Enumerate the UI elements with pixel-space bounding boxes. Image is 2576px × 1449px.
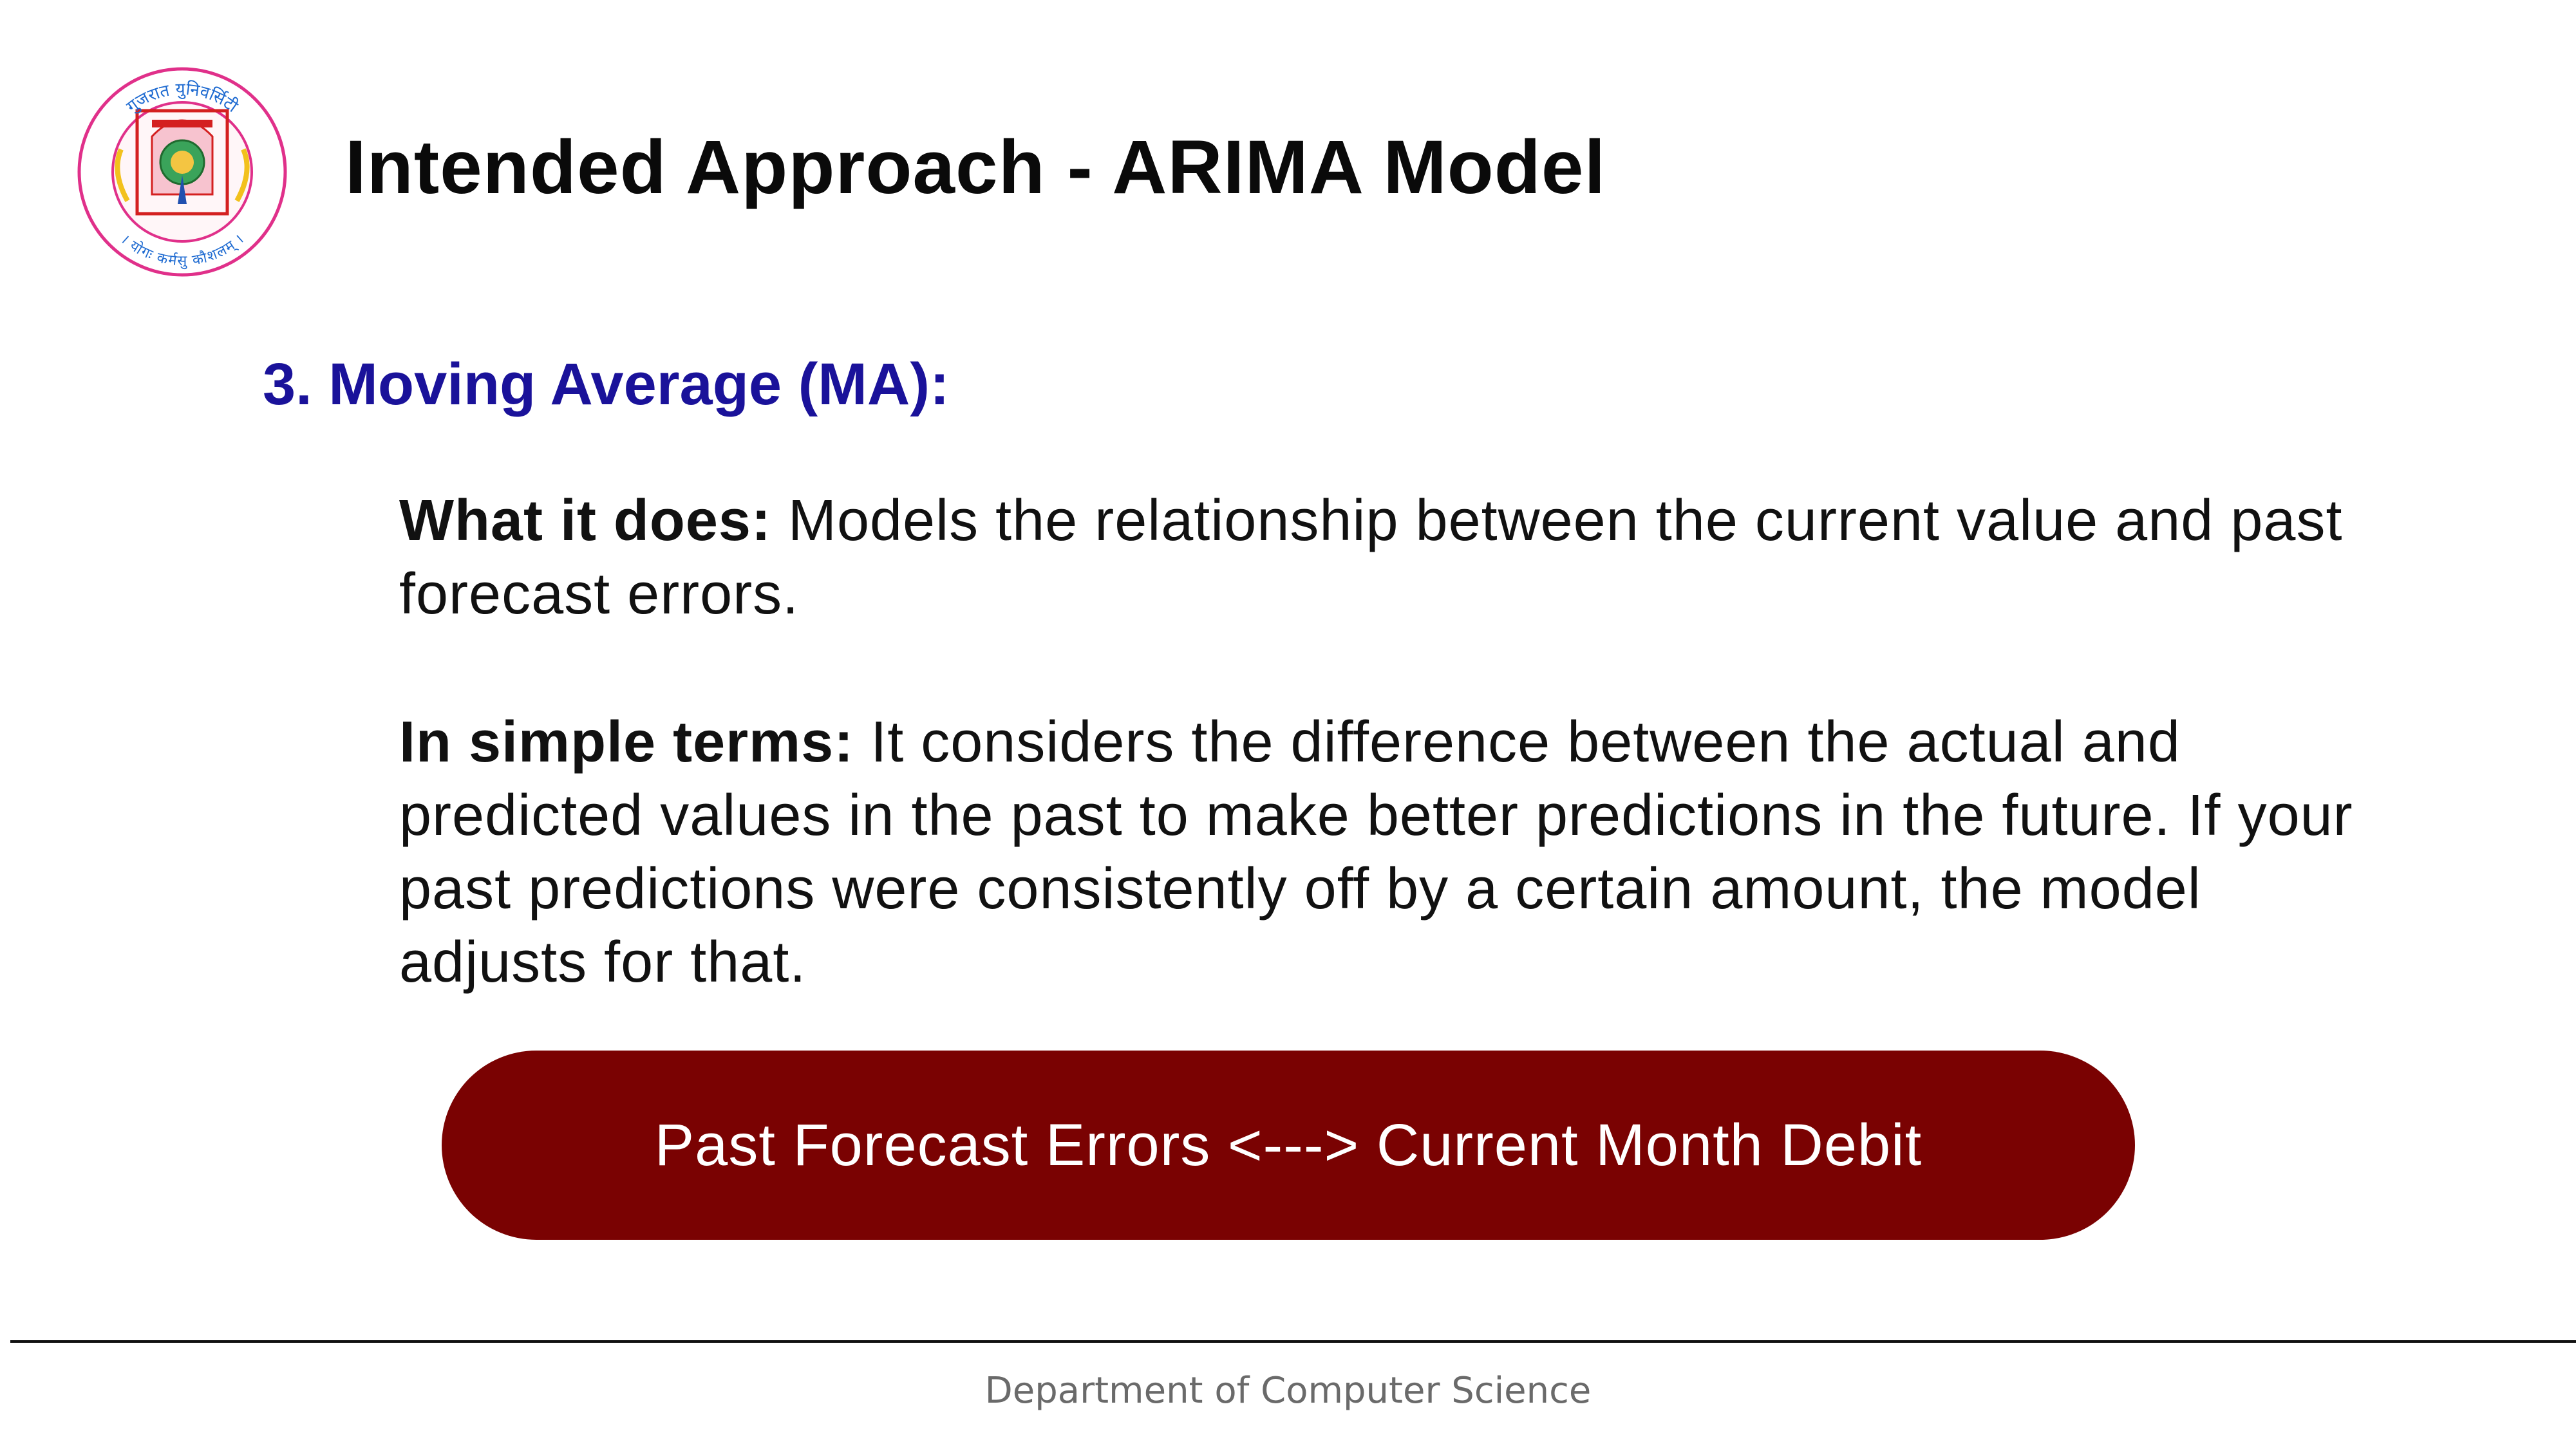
paragraph-label: What it does: — [399, 489, 771, 553]
section-heading: 3. Moving Average (MA): — [263, 351, 950, 417]
paragraph-text: It considers the difference between the … — [399, 710, 2353, 995]
footer-text: Department of Computer Science — [984, 1370, 1592, 1412]
paragraph-in-simple-terms: In simple terms: It considers the differ… — [399, 706, 2389, 999]
paragraph-what-it-does: What it does: Models the relationship be… — [399, 484, 2389, 631]
highlight-box: Past Forecast Errors <---> Current Month… — [442, 1051, 2135, 1240]
slide-title: Intended Approach - ARIMA Model — [345, 125, 1606, 210]
footer-divider — [10, 1340, 2576, 1343]
paragraph-text: Models the relationship between the curr… — [399, 489, 2343, 626]
paragraph-label: In simple terms: — [399, 710, 854, 774]
highlight-box-text: Past Forecast Errors <---> Current Month… — [654, 1112, 1923, 1178]
university-seal-icon: गुजरात युनिवर्सिटी । योगः कर्मसु कौशलम् … — [76, 66, 288, 278]
